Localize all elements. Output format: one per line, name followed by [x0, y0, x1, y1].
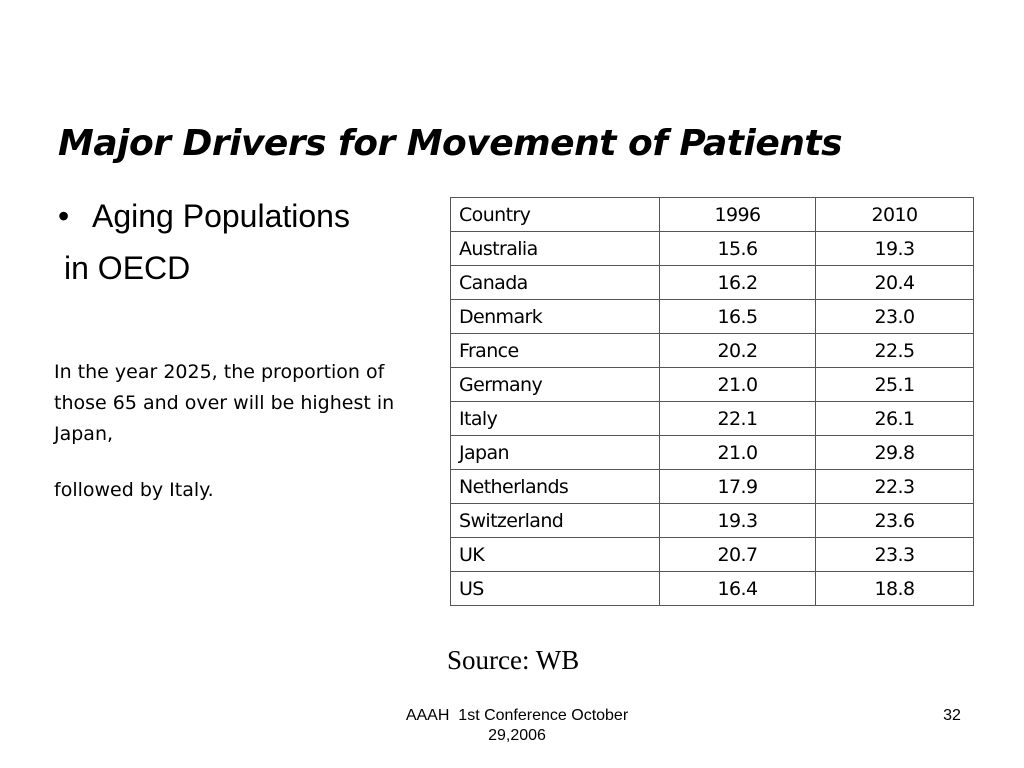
footer-line-2: 29,2006 [488, 727, 546, 744]
table-cell-1996: 17.9 [659, 469, 816, 504]
table-cell-2010: 23.0 [815, 299, 974, 334]
table-cell-country: Italy [450, 401, 660, 436]
table-cell-1996: 22.1 [659, 401, 816, 436]
table-cell-1996: 20.7 [659, 537, 816, 572]
table-row: Australia 15.6 19.3 [450, 231, 974, 266]
table-cell-2010: 26.1 [815, 401, 974, 436]
slide-title: Major Drivers for Movement of Patients [58, 123, 843, 164]
footer-text: AAAH 1st Conference October 29,2006 [362, 706, 672, 746]
table-cell-2010: 23.3 [815, 537, 974, 572]
table-cell-country: France [450, 333, 660, 368]
table-cell-country: Denmark [450, 299, 660, 334]
table-cell-country: Japan [450, 435, 660, 470]
table-cell-country: Australia [450, 231, 660, 266]
table-cell-1996: 19.3 [659, 503, 816, 538]
footer-line-1: AAAH 1st Conference October [405, 707, 629, 724]
table-cell-country: Netherlands [450, 469, 660, 504]
table-row: Denmark 16.5 23.0 [450, 299, 974, 334]
population-table: Country 1996 2010 Australia 15.6 19.3 Ca… [450, 197, 974, 606]
header-1996: 1996 [659, 197, 816, 232]
bullet-point: • Aging Populations in OECD [58, 190, 438, 294]
table-cell-2010: 25.1 [815, 367, 974, 402]
table-row: Italy 22.1 26.1 [450, 401, 974, 436]
table-cell-1996: 20.2 [659, 333, 816, 368]
source-caption: Source: WB [447, 645, 580, 675]
table-cell-country: Switzerland [450, 503, 660, 538]
table-cell-2010: 23.6 [815, 503, 974, 538]
table-cell-2010: 29.8 [815, 435, 974, 470]
table-cell-country: Canada [450, 265, 660, 300]
table-row: Japan 21.0 29.8 [450, 435, 974, 470]
table-cell-1996: 16.5 [659, 299, 816, 334]
table-row: Canada 16.2 20.4 [450, 265, 974, 300]
table-row: US 16.4 18.8 [450, 571, 974, 606]
table-header-row: Country 1996 2010 [450, 197, 974, 232]
header-2010: 2010 [815, 197, 974, 232]
table-cell-2010: 19.3 [815, 231, 974, 266]
table-cell-1996: 16.4 [659, 571, 816, 606]
table-cell-1996: 15.6 [659, 231, 816, 266]
table-row: Germany 21.0 25.1 [450, 367, 974, 402]
table-cell-country: US [450, 571, 660, 606]
bullet-text-line-1: Aging Populations [92, 198, 350, 234]
table-row: UK 20.7 23.3 [450, 537, 974, 572]
table-cell-2010: 18.8 [815, 571, 974, 606]
table-cell-1996: 21.0 [659, 367, 816, 402]
table-cell-2010: 22.3 [815, 469, 974, 504]
note-paragraph-2: followed by Italy. [54, 479, 214, 501]
bullet-marker: • [58, 198, 70, 234]
table-row: France 20.2 22.5 [450, 333, 974, 368]
bullet-text-line-2: in OECD [64, 250, 191, 286]
header-country: Country [450, 197, 660, 232]
table-cell-1996: 21.0 [659, 435, 816, 470]
note-paragraph-1: In the year 2025, the proportion of thos… [54, 361, 395, 445]
table-cell-2010: 20.4 [815, 265, 974, 300]
table-cell-country: UK [450, 537, 660, 572]
table-row: Switzerland 19.3 23.6 [450, 503, 974, 538]
table-row: Netherlands 17.9 22.3 [450, 469, 974, 504]
page-number: 32 [943, 707, 961, 724]
table-cell-1996: 16.2 [659, 265, 816, 300]
table-cell-2010: 22.5 [815, 333, 974, 368]
table-cell-country: Germany [450, 367, 660, 402]
bullet-line-1: • Aging Populations [58, 190, 438, 242]
